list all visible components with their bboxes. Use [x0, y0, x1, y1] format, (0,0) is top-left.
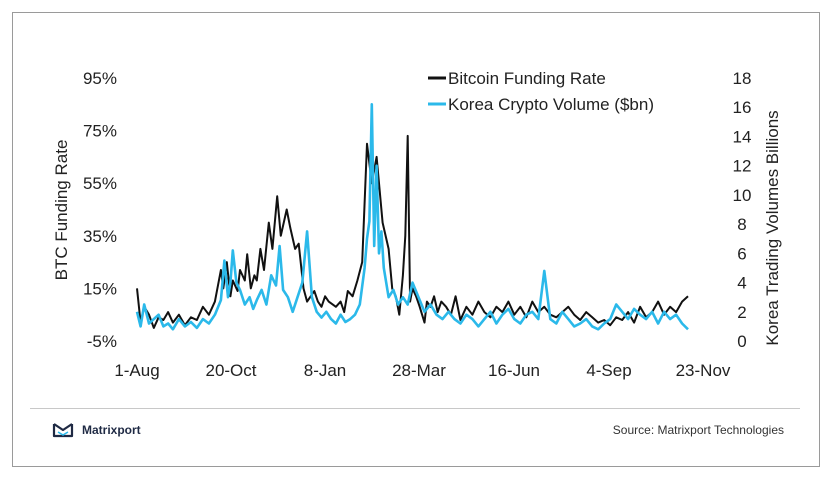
right-tick-label: 14 [733, 127, 752, 146]
left-axis-ticks: 95% 75% 55% 35% 15% -5% [83, 69, 117, 351]
left-tick-label: 35% [83, 227, 117, 246]
matrixport-logo-icon [52, 423, 74, 438]
right-axis-title: Korea Trading Volumes Billions [763, 110, 782, 345]
left-tick-label: 95% [83, 69, 117, 88]
x-tick-label: 16-Jun [488, 361, 540, 380]
source-text: Source: Matrixport Technologies [612, 423, 784, 437]
left-tick-label: 55% [83, 174, 117, 193]
series-line-funding-rate [136, 134, 689, 329]
right-tick-label: 6 [737, 244, 746, 263]
right-axis-ticks: 18 16 14 12 10 8 6 4 2 0 [733, 69, 752, 351]
left-tick-label: 15% [83, 279, 117, 298]
x-axis-ticks: 1-Aug 20-Oct 8-Jan 28-Mar 16-Jun 4-Sep 23-Nov [114, 361, 731, 380]
brand-name: Matrixport [82, 423, 141, 437]
brand: Matrixport [52, 421, 141, 439]
legend: Bitcoin Funding Rate Korea Crypto Volume… [428, 69, 654, 114]
footer-divider [30, 408, 800, 409]
left-tick-label: -5% [87, 332, 117, 351]
legend-label-volume: Korea Crypto Volume ($bn) [448, 95, 654, 114]
right-tick-label: 4 [737, 274, 746, 293]
left-tick-label: 75% [83, 122, 117, 141]
series-line-korea-volume [135, 103, 689, 331]
right-tick-label: 2 [737, 303, 746, 322]
x-tick-label: 4-Sep [586, 361, 631, 380]
left-axis-title: BTC Funding Rate [52, 140, 71, 281]
x-tick-label: 20-Oct [205, 361, 256, 380]
x-tick-label: 28-Mar [392, 361, 446, 380]
right-tick-label: 16 [733, 98, 752, 117]
right-tick-label: 10 [733, 186, 752, 205]
x-tick-label: 8-Jan [304, 361, 347, 380]
x-tick-label: 23-Nov [676, 361, 731, 380]
right-tick-label: 8 [737, 215, 746, 234]
right-tick-label: 18 [733, 69, 752, 88]
chart-frame [12, 12, 820, 467]
x-tick-label: 1-Aug [114, 361, 159, 380]
series-layer [135, 103, 689, 331]
right-tick-label: 0 [737, 332, 746, 351]
right-tick-label: 12 [733, 157, 752, 176]
legend-label-funding: Bitcoin Funding Rate [448, 69, 606, 88]
